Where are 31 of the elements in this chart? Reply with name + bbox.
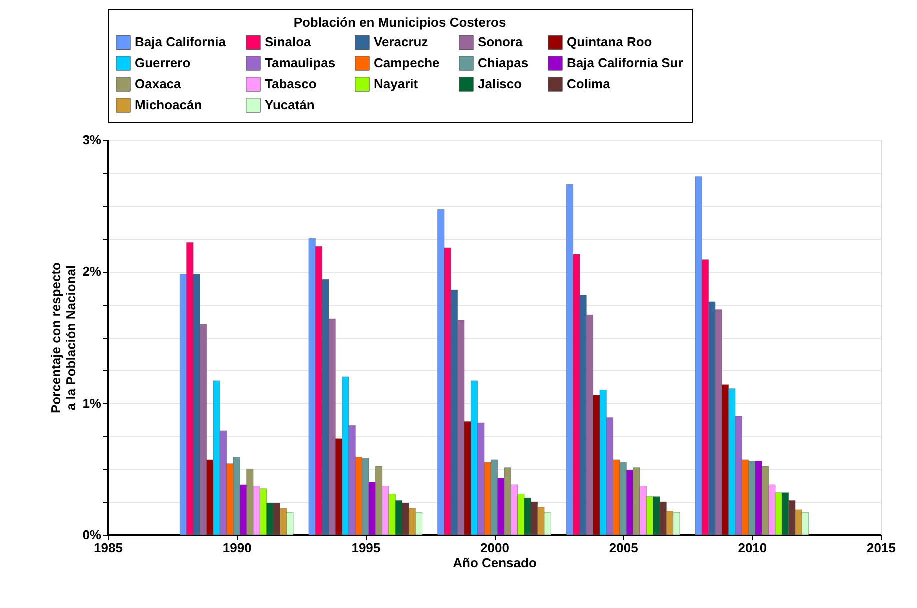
y-tick-label: 2% bbox=[82, 264, 102, 280]
legend-label: Yucatán bbox=[265, 98, 315, 112]
y-tick-label: 1% bbox=[82, 396, 102, 411]
legend-label: Sonora bbox=[478, 34, 524, 50]
legend-label: Chiapas bbox=[478, 56, 529, 70]
legend-label: Quintana Roo bbox=[567, 34, 652, 50]
y-tick-label: 0% bbox=[82, 528, 102, 542]
legend-label: Colima bbox=[567, 76, 612, 92]
legend-label: Jalisco bbox=[478, 76, 522, 92]
y-axis-title: Porcentaje con respecto a la Población Nacional bbox=[48, 262, 79, 414]
x-tick-label: 1985 bbox=[94, 540, 123, 556]
x-tick-label: 2005 bbox=[609, 540, 638, 556]
legend-label: Baja California bbox=[135, 34, 227, 50]
legend-label: Nayarit bbox=[374, 76, 419, 92]
legend-label: Michoacán bbox=[135, 98, 202, 112]
x-tick-label: 2015 bbox=[867, 540, 896, 556]
legend-label: Veracruz bbox=[374, 34, 429, 50]
legend-title: Población en Municipios Costeros bbox=[294, 15, 506, 30]
x-tick-label: 2000 bbox=[480, 540, 510, 556]
legend-label: Tabasco bbox=[265, 76, 317, 92]
legend-label: Tamaulipas bbox=[265, 56, 336, 70]
x-tick-label: 2010 bbox=[738, 540, 768, 556]
x-tick-label: 1995 bbox=[352, 540, 381, 556]
y-tick-label: 3% bbox=[82, 132, 102, 148]
legend-label: Campeche bbox=[374, 56, 440, 70]
x-axis-title: Año Censado bbox=[453, 556, 537, 570]
legend-label: Sinaloa bbox=[265, 34, 312, 50]
x-tick-label: 1990 bbox=[222, 540, 252, 556]
legend-label: Guerrero bbox=[135, 56, 191, 70]
legend-label: Oaxaca bbox=[135, 76, 182, 92]
legend-label: Baja California Sur bbox=[567, 56, 684, 70]
